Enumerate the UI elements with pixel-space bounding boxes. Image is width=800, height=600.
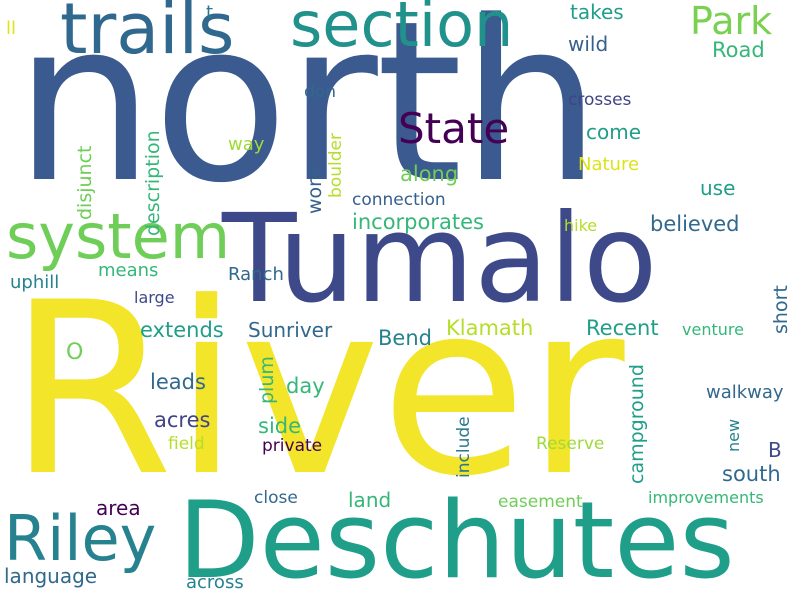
word-tumalo: Tumalo <box>222 188 658 330</box>
word-trails: trails <box>60 0 235 70</box>
word-use: use <box>700 176 736 200</box>
word-hike: hike <box>564 216 598 235</box>
word-boulder: boulder <box>326 133 346 198</box>
word-means: means <box>98 260 159 281</box>
word-ll: ll <box>6 18 17 39</box>
word-riley: Riley <box>4 502 157 575</box>
word-area: area <box>96 496 141 520</box>
word-takes: takes <box>570 0 624 24</box>
word-campground: campground <box>626 364 648 484</box>
word-bend: Bend <box>378 326 432 350</box>
word-wild: wild <box>568 32 609 56</box>
word-walkway: walkway <box>706 382 784 403</box>
word-land: land <box>348 488 392 512</box>
word-o: O <box>66 340 84 365</box>
word-sunriver: Sunriver <box>248 318 333 342</box>
word-close: close <box>254 488 298 508</box>
word-uphill: uphill <box>10 272 60 293</box>
word-leads: leads <box>150 370 206 394</box>
word-reserve: Reserve <box>536 434 605 454</box>
word-klamath: Klamath <box>446 316 534 340</box>
word-venture: venture <box>682 320 744 339</box>
word-don: don <box>304 82 336 102</box>
word-t: t <box>206 2 214 23</box>
word-recent: Recent <box>586 316 659 340</box>
word-new: new <box>724 418 743 452</box>
word-description: description <box>142 130 164 236</box>
word-side: side <box>258 414 302 438</box>
word-connection: connection <box>352 190 446 210</box>
word-language: language <box>4 564 98 588</box>
word-b: B <box>768 438 782 462</box>
word-state: State <box>398 104 510 153</box>
word-short: short <box>770 285 792 334</box>
word-private: private <box>262 436 323 456</box>
word-field: field <box>168 434 205 454</box>
word-south: south <box>722 462 781 486</box>
word-ranch: Ranch <box>228 264 284 285</box>
word-section: section <box>290 0 514 61</box>
word-incorporates: incorporates <box>352 210 484 234</box>
word-large: large <box>134 288 175 307</box>
word-include: include <box>454 416 474 478</box>
word-north: north <box>14 0 602 232</box>
word-extends: extends <box>140 318 224 342</box>
word-park: Park <box>690 0 773 43</box>
word-acres: acres <box>154 408 211 432</box>
word-easement: easement <box>498 492 583 512</box>
word-day: day <box>286 374 325 398</box>
word-system: system <box>6 200 231 273</box>
word-plum: plum <box>256 356 278 404</box>
word-along: along <box>400 162 459 186</box>
word-deschutes: Deschutes <box>178 479 735 600</box>
word-river: River <box>8 252 625 529</box>
word-across: across <box>186 572 244 593</box>
word-believed: believed <box>650 212 740 236</box>
word-nature: Nature <box>578 154 640 175</box>
word-improvements: improvements <box>648 488 764 507</box>
word-way: way <box>228 134 265 155</box>
word-word: word <box>304 167 326 214</box>
word-disjunct: disjunct <box>74 145 96 221</box>
word-crosses: crosses <box>568 90 632 110</box>
word-road: Road <box>712 38 765 62</box>
word-come: come <box>586 120 642 144</box>
